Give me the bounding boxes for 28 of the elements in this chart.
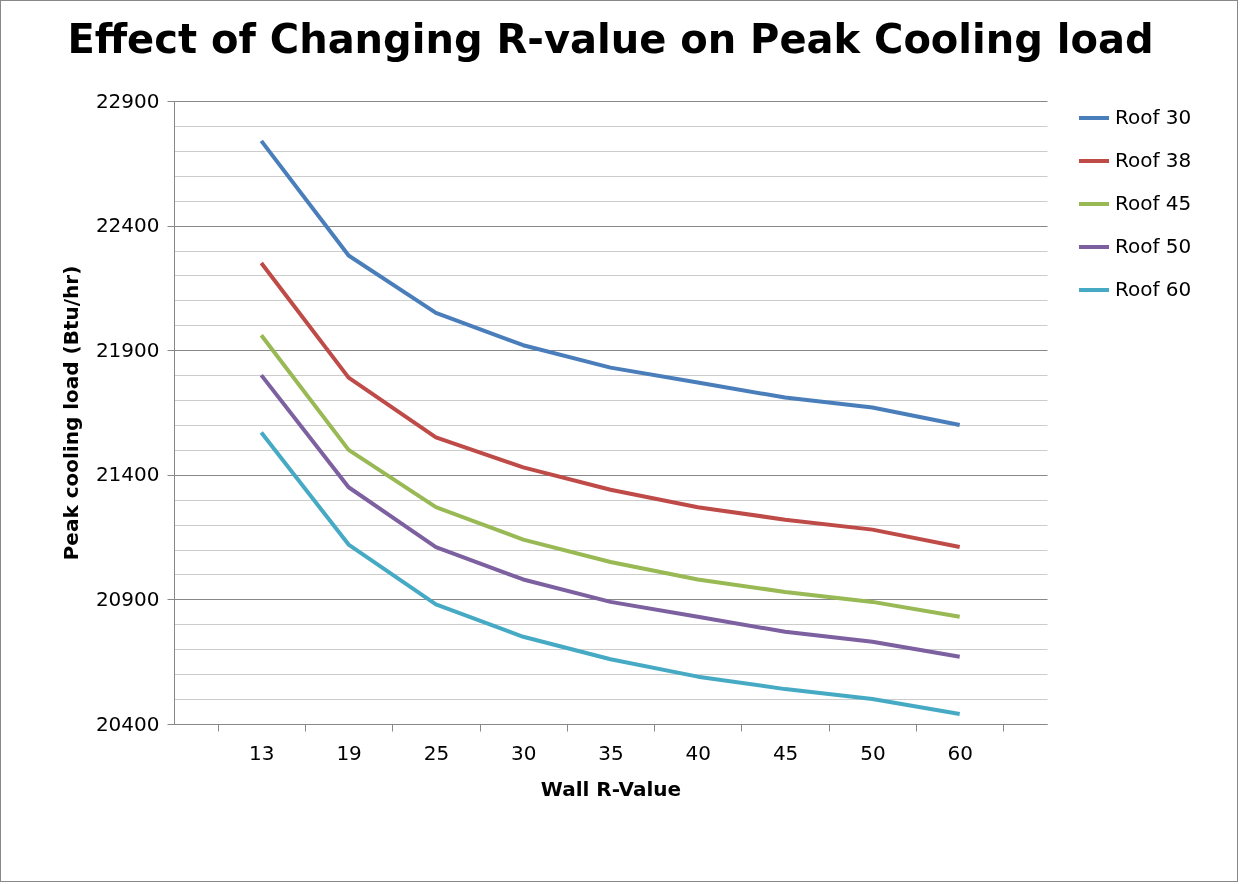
x-axis-title: Wall R-Value (540, 776, 682, 801)
line-series (259, 138, 962, 427)
x-tick-label: 50 (860, 740, 886, 765)
y-tick-label: 20900 (95, 586, 160, 611)
x-tick-label: 13 (249, 740, 275, 765)
x-tick-label: 35 (598, 740, 624, 765)
x-tick-label: 40 (685, 740, 712, 765)
x-tick-label: 60 (947, 740, 973, 765)
y-tick-label: 20400 (95, 711, 160, 736)
y-tick-label: 21900 (95, 337, 160, 362)
line-series (259, 260, 962, 550)
x-tick-label: 45 (772, 740, 799, 765)
line-series (259, 373, 962, 659)
x-tick-label: 19 (336, 740, 362, 765)
legend-label: Roof 45 (1115, 191, 1192, 215)
legend-label: Roof 50 (1115, 234, 1192, 258)
y-tick-label: 22400 (95, 213, 160, 238)
y-axis-title: Peak cooling load (Btu/hr) (58, 265, 83, 561)
y-tick-label: 21400 (95, 462, 160, 487)
legend-label: Roof 30 (1115, 105, 1192, 129)
line-series (259, 430, 962, 717)
legend-label: Roof 38 (1115, 148, 1192, 172)
x-tick-label: 30 (510, 740, 537, 765)
x-tick-label: 25 (423, 740, 450, 765)
y-tick-label: 22900 (95, 88, 160, 113)
chart-title: Effect of Changing R-value on Peak Cooling load (67, 16, 1154, 62)
line-series (259, 333, 962, 619)
legend-label: Roof 60 (1115, 277, 1192, 301)
